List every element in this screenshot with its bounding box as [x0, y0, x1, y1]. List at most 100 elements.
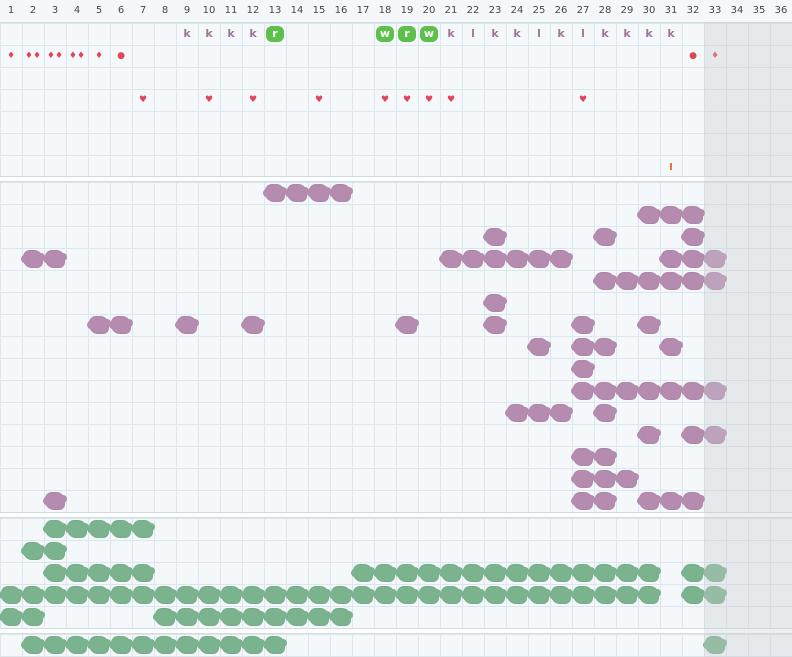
- purple-block[interactable]: [593, 402, 617, 424]
- green-block[interactable]: [153, 634, 177, 656]
- purple-block[interactable]: [87, 314, 111, 336]
- status-letter[interactable]: l: [528, 23, 550, 45]
- green-block[interactable]: [153, 606, 177, 628]
- purple-block[interactable]: [549, 402, 573, 424]
- status-letter[interactable]: l: [462, 23, 484, 45]
- purple-block[interactable]: [21, 248, 45, 270]
- purple-block[interactable]: [703, 424, 727, 446]
- green-block[interactable]: [439, 562, 463, 584]
- green-block[interactable]: [285, 606, 309, 628]
- purple-block[interactable]: [571, 446, 595, 468]
- purple-block[interactable]: [571, 468, 595, 490]
- status-badge[interactable]: r: [264, 23, 286, 45]
- status-letter[interactable]: k: [550, 23, 572, 45]
- green-block[interactable]: [615, 584, 639, 606]
- purple-block[interactable]: [461, 248, 485, 270]
- green-block[interactable]: [461, 584, 485, 606]
- green-block[interactable]: [131, 518, 155, 540]
- green-block[interactable]: [329, 606, 353, 628]
- green-block[interactable]: [329, 584, 353, 606]
- purple-block[interactable]: [571, 358, 595, 380]
- green-block[interactable]: [703, 584, 727, 606]
- green-block[interactable]: [285, 584, 309, 606]
- purple-block[interactable]: [615, 380, 639, 402]
- purple-block[interactable]: [593, 446, 617, 468]
- green-block[interactable]: [43, 634, 67, 656]
- heart-icon[interactable]: ♥: [132, 89, 154, 111]
- purple-block[interactable]: [659, 380, 683, 402]
- status-badge[interactable]: w: [418, 23, 440, 45]
- purple-block[interactable]: [681, 248, 705, 270]
- green-block[interactable]: [109, 634, 133, 656]
- green-block[interactable]: [87, 584, 111, 606]
- purple-block[interactable]: [703, 270, 727, 292]
- green-block[interactable]: [703, 634, 727, 656]
- green-block[interactable]: [373, 562, 397, 584]
- status-letter[interactable]: k: [440, 23, 462, 45]
- green-block[interactable]: [681, 562, 705, 584]
- dot-icon[interactable]: ●: [682, 45, 704, 67]
- green-block[interactable]: [483, 562, 507, 584]
- dot-icon[interactable]: ●: [110, 45, 132, 67]
- green-block[interactable]: [131, 634, 155, 656]
- purple-block[interactable]: [527, 402, 551, 424]
- green-block[interactable]: [417, 584, 441, 606]
- green-block[interactable]: [219, 634, 243, 656]
- purple-block[interactable]: [681, 490, 705, 512]
- purple-block[interactable]: [395, 314, 419, 336]
- purple-block[interactable]: [527, 248, 551, 270]
- purple-block[interactable]: [593, 380, 617, 402]
- heart-icon[interactable]: ♥: [242, 89, 264, 111]
- purple-block[interactable]: [571, 314, 595, 336]
- purple-block[interactable]: [637, 490, 661, 512]
- green-block[interactable]: [197, 634, 221, 656]
- status-letter[interactable]: k: [616, 23, 638, 45]
- green-block[interactable]: [505, 584, 529, 606]
- green-block[interactable]: [65, 518, 89, 540]
- status-letter[interactable]: k: [198, 23, 220, 45]
- green-block[interactable]: [703, 562, 727, 584]
- green-block[interactable]: [197, 606, 221, 628]
- purple-block[interactable]: [703, 380, 727, 402]
- green-block[interactable]: [351, 562, 375, 584]
- green-block[interactable]: [527, 562, 551, 584]
- green-block[interactable]: [571, 562, 595, 584]
- green-block[interactable]: [593, 562, 617, 584]
- purple-block[interactable]: [637, 270, 661, 292]
- purple-block[interactable]: [329, 182, 353, 204]
- green-block[interactable]: [263, 606, 287, 628]
- green-block[interactable]: [241, 584, 265, 606]
- purple-block[interactable]: [43, 490, 67, 512]
- green-block[interactable]: [65, 584, 89, 606]
- green-block[interactable]: [219, 584, 243, 606]
- tick-marker[interactable]: [660, 155, 682, 177]
- green-block[interactable]: [615, 562, 639, 584]
- green-block[interactable]: [351, 584, 375, 606]
- green-block[interactable]: [637, 562, 661, 584]
- purple-block[interactable]: [681, 204, 705, 226]
- purple-block[interactable]: [681, 270, 705, 292]
- status-badge[interactable]: w: [374, 23, 396, 45]
- green-block[interactable]: [175, 634, 199, 656]
- purple-block[interactable]: [175, 314, 199, 336]
- green-block[interactable]: [549, 562, 573, 584]
- purple-block[interactable]: [285, 182, 309, 204]
- purple-block[interactable]: [615, 468, 639, 490]
- purple-block[interactable]: [637, 314, 661, 336]
- heart-icon[interactable]: ♥: [198, 89, 220, 111]
- green-block[interactable]: [43, 540, 67, 562]
- heart-icon[interactable]: ♥: [572, 89, 594, 111]
- purple-block[interactable]: [43, 248, 67, 270]
- green-block[interactable]: [241, 606, 265, 628]
- status-letter[interactable]: k: [242, 23, 264, 45]
- green-block[interactable]: [0, 606, 23, 628]
- purple-block[interactable]: [659, 204, 683, 226]
- green-block[interactable]: [395, 584, 419, 606]
- purple-block[interactable]: [593, 336, 617, 358]
- green-block[interactable]: [0, 584, 23, 606]
- drop-icon[interactable]: ♦: [88, 45, 110, 67]
- heart-icon[interactable]: ♥: [396, 89, 418, 111]
- purple-block[interactable]: [593, 490, 617, 512]
- purple-block[interactable]: [483, 226, 507, 248]
- purple-block[interactable]: [637, 380, 661, 402]
